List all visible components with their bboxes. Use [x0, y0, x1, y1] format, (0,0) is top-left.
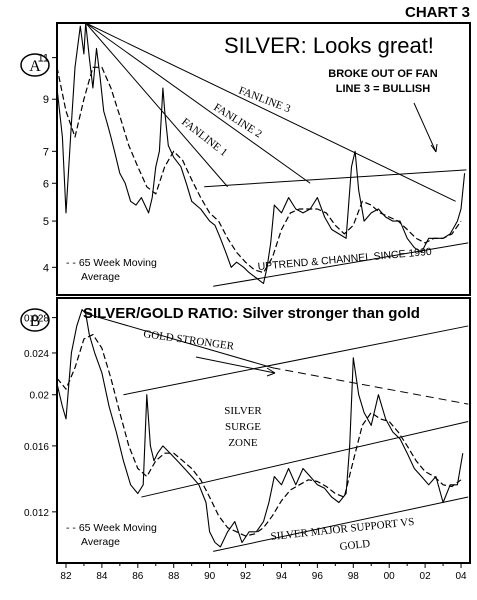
moving-average-line-b — [56, 334, 462, 537]
breakout-label-line1: BROKE OUT OF FAN — [328, 68, 437, 80]
surge-label-line3: ZONE — [228, 437, 258, 449]
y-tick-label-a: 4 — [43, 262, 49, 274]
trendline-a-5 — [213, 242, 469, 287]
moving-average-line-a — [56, 66, 462, 274]
panel-b-badge: B — [30, 313, 41, 330]
x-tick-label: 86 — [132, 571, 144, 582]
panel-b-badge-circle — [20, 308, 50, 332]
legend-b-line1: - - 65 Week Moving — [66, 522, 157, 534]
x-tick-label: 90 — [204, 571, 216, 582]
trendline-a-2 — [85, 22, 311, 184]
legend-b-line2: Average — [81, 536, 120, 548]
panel-b-title: SILVER/GOLD RATIO: Silver stronger than … — [83, 305, 420, 322]
y-tick-label-b: 0.012 — [24, 508, 49, 519]
x-tick-label: 92 — [240, 571, 252, 582]
x-tick-label: 94 — [276, 571, 288, 582]
x-tick-label: 02 — [420, 571, 432, 582]
breakout-label-line2: LINE 3 = BULLISH — [336, 83, 430, 95]
panel-a-badge: A — [29, 58, 41, 75]
panel-a-title: SILVER: Looks great! — [224, 33, 434, 58]
x-tick-label: 84 — [96, 571, 108, 582]
x-tick-label: 04 — [455, 571, 467, 582]
legend-a-line2: Average — [81, 271, 120, 283]
panel-a-frame — [56, 22, 471, 296]
breakout-arrow — [413, 102, 437, 153]
y-tick-label-a: 7 — [43, 146, 49, 158]
trendline-b-3 — [123, 325, 469, 396]
y-tick-label-a: 5 — [43, 216, 49, 228]
panel-a-badge-circle — [20, 53, 50, 77]
y-tick-label-a: 9 — [43, 94, 49, 106]
y-tick-label-b: 0.028 — [24, 314, 49, 325]
trendline-a-4 — [204, 169, 467, 188]
trendline-b-2 — [272, 367, 469, 405]
trendline-b-5 — [213, 496, 469, 552]
surge-label-line2: SURGE — [225, 421, 261, 433]
surge-label-line1: SILVER — [224, 405, 262, 417]
x-tick-label: 00 — [384, 571, 396, 582]
y-tick-label-b: 0.016 — [24, 442, 49, 453]
breakout-arrowhead — [430, 143, 438, 153]
legend-a-line1: - - 65 Week Moving — [66, 257, 157, 269]
x-tick-label: 82 — [60, 571, 72, 582]
y-tick-label-a: 11 — [38, 53, 49, 65]
trendline-b-4 — [141, 420, 469, 498]
trendline-a-3 — [85, 22, 456, 202]
trendline-b-1 — [85, 313, 273, 369]
x-tick-label: 96 — [312, 571, 324, 582]
y-tick-label-a: 6 — [43, 178, 49, 190]
panel-a-plot: 4 5 6 7 9 11 — [38, 22, 469, 287]
trendline-a-1 — [85, 22, 228, 188]
y-tick-label-b: 0.02 — [30, 391, 50, 402]
panel-b-plot: 0.012 0.016 0.02 0.024 0.028 82 84 86 88 90 92 94 96… — [24, 309, 469, 582]
y-tick-label-b: 0.024 — [24, 349, 49, 360]
gold-stronger-arrow — [195, 356, 276, 374]
x-tick-label: 98 — [348, 571, 360, 582]
gold-stronger-arrowhead — [266, 367, 276, 377]
x-tick-label: 88 — [168, 571, 180, 582]
support-label-line2: GOLD — [339, 538, 371, 553]
chart-label: CHART 3 — [405, 4, 470, 21]
price-line-b — [56, 309, 464, 548]
